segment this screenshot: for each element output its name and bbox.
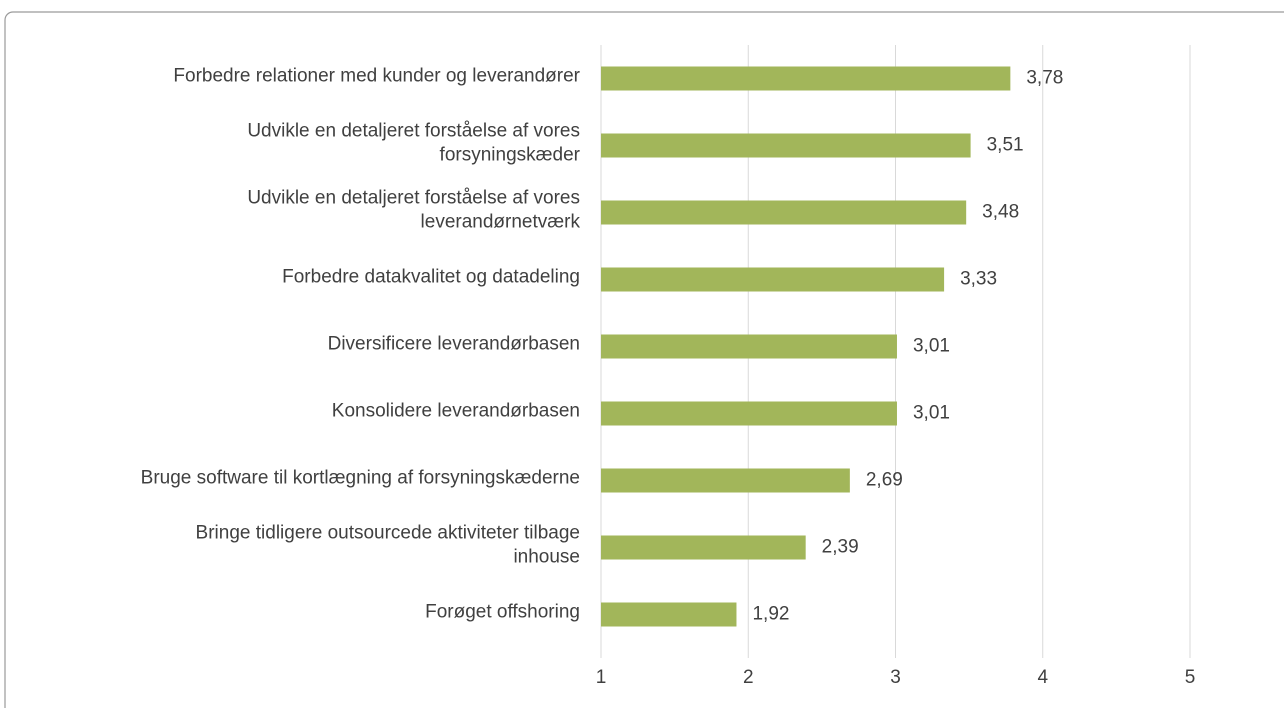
y-tick-label: Bringe tidligere outsourcede aktiviteter… <box>196 523 580 568</box>
y-tick-label: Forøget offshoring <box>425 602 580 623</box>
bar <box>601 602 737 627</box>
bar <box>601 66 1011 91</box>
bar <box>601 200 967 225</box>
data-label: 3,51 <box>987 135 1024 156</box>
data-label: 3,33 <box>960 269 997 290</box>
bar <box>601 401 897 426</box>
data-label: 3,01 <box>913 403 950 424</box>
bar <box>601 334 897 359</box>
bar <box>601 133 971 158</box>
x-tick-label: 5 <box>1185 667 1196 688</box>
chart-frame <box>4 11 1284 708</box>
x-tick-label: 2 <box>743 667 754 688</box>
x-tick-label: 3 <box>890 667 901 688</box>
y-tick-label: Udvikle en detaljeret forståelse af vore… <box>247 121 580 166</box>
y-tick-label: Bruge software til kortlægning af forsyn… <box>141 468 580 489</box>
data-label: 3,48 <box>982 202 1019 223</box>
x-tick-label: 1 <box>596 667 607 688</box>
bar <box>601 267 945 292</box>
x-tick-label: 4 <box>1037 667 1048 688</box>
bar <box>601 535 806 560</box>
data-label: 3,01 <box>913 336 950 357</box>
data-label: 3,78 <box>1026 68 1063 89</box>
y-tick-label: Konsolidere leverandørbasen <box>332 401 580 422</box>
y-tick-label: Forbedre relationer med kunder og levera… <box>173 66 580 87</box>
y-tick-label: Diversificere leverandørbasen <box>328 334 580 355</box>
bar <box>601 468 850 493</box>
y-tick-label: Udvikle en detaljeret forståelse af vore… <box>247 188 580 233</box>
data-label: 2,69 <box>866 470 903 491</box>
data-label: 2,39 <box>822 537 859 558</box>
y-tick-label: Forbedre datakvalitet og datadeling <box>282 267 580 288</box>
data-label: 1,92 <box>752 604 789 625</box>
